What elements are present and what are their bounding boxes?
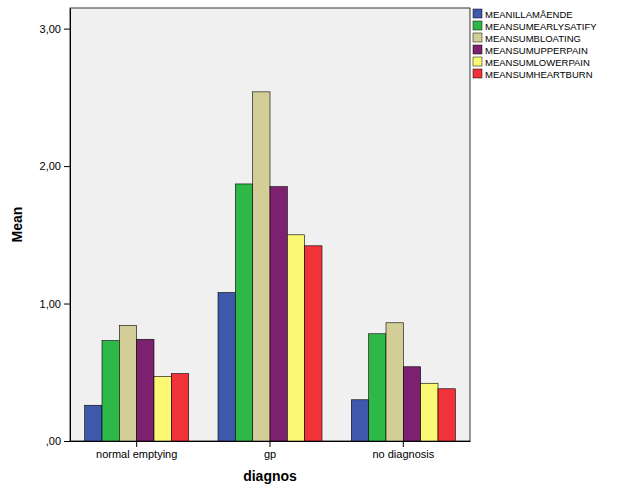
bar xyxy=(154,376,171,441)
bar xyxy=(137,339,154,441)
bar-series xyxy=(85,293,369,441)
y-tick: 2,00 xyxy=(40,160,70,172)
legend-item: MEANSUMEARLYSATIFY xyxy=(473,21,597,32)
bar-series xyxy=(102,184,386,441)
legend-item: MEANILLAMÅENDE xyxy=(473,9,573,20)
y-tick-mark xyxy=(64,304,70,305)
legend-swatch xyxy=(473,9,482,18)
y-tick: 3,00 xyxy=(40,23,70,35)
y-axis-line xyxy=(70,9,71,442)
legend-item: MEANSUMLOWERPAIN xyxy=(473,57,590,68)
bar-series xyxy=(171,246,455,441)
y-tick: ,00 xyxy=(46,435,70,447)
bar xyxy=(253,92,270,441)
legend-label: MEANSUMHEARTBURN xyxy=(485,69,593,80)
legend-label: MEANSUMEARLYSATIFY xyxy=(485,21,597,32)
bar-series xyxy=(154,235,438,441)
legend-item: MEANSUMBLOATING xyxy=(473,33,581,44)
x-tick-label: normal emptying xyxy=(96,448,177,460)
bar xyxy=(171,374,188,441)
y-axis: ,00 1,00 2,00 3,00 xyxy=(40,9,71,448)
bar xyxy=(287,235,304,441)
bar xyxy=(119,326,136,441)
y-tick-label: 1,00 xyxy=(40,298,61,310)
y-tick-label: 2,00 xyxy=(40,160,61,172)
x-axis: normal emptying gp no diagnosis xyxy=(71,441,471,460)
y-tick-label: 3,00 xyxy=(40,23,61,35)
legend-item: MEANSUMHEARTBURN xyxy=(473,69,593,80)
legend: MEANILLAMÅENDEMEANSUMEARLYSATIFYMEANSUMB… xyxy=(473,9,597,80)
chart: ,00 1,00 2,00 3,00 normal emptying gp no diagn… xyxy=(0,0,626,493)
legend-label: MEANSUMBLOATING xyxy=(485,33,581,44)
y-tick-mark xyxy=(64,166,70,167)
legend-label: MEANILLAMÅENDE xyxy=(485,9,573,20)
bar xyxy=(235,184,252,441)
bar xyxy=(386,323,403,441)
legend-swatch xyxy=(473,21,482,30)
bar xyxy=(351,400,368,441)
legend-item: MEANSUMUPPERPAIN xyxy=(473,45,588,56)
x-tick-mark xyxy=(136,441,137,447)
y-tick-mark xyxy=(64,29,70,30)
x-tick-mark xyxy=(270,441,271,447)
legend-swatch xyxy=(473,33,482,42)
legend-swatch xyxy=(473,45,482,54)
bar xyxy=(421,383,438,441)
x-tick: no diagnosis xyxy=(372,441,434,460)
bar xyxy=(102,341,119,441)
bar-series xyxy=(137,187,421,441)
bar xyxy=(403,367,420,441)
plot-area xyxy=(70,8,470,441)
bar xyxy=(305,246,322,441)
bar xyxy=(438,389,455,441)
legend-label: MEANSUMUPPERPAIN xyxy=(485,45,588,56)
x-tick-label: no diagnosis xyxy=(372,448,434,460)
legend-label: MEANSUMLOWERPAIN xyxy=(485,57,590,68)
x-tick: gp xyxy=(264,441,276,460)
bar-series xyxy=(119,92,403,441)
x-axis-title: diagnos xyxy=(243,468,297,484)
bar xyxy=(270,187,287,441)
x-tick: normal emptying xyxy=(96,441,177,460)
bar xyxy=(85,405,102,441)
y-tick-label: ,00 xyxy=(46,435,61,447)
bars xyxy=(85,92,456,441)
legend-swatch xyxy=(473,57,482,66)
bar xyxy=(218,293,235,441)
legend-swatch xyxy=(473,69,482,78)
y-axis-title: Mean xyxy=(9,207,25,243)
y-tick-mark xyxy=(64,441,70,442)
bar xyxy=(369,334,386,441)
x-tick-label: gp xyxy=(264,448,276,460)
y-tick: 1,00 xyxy=(40,298,70,310)
x-tick-mark xyxy=(403,441,404,447)
